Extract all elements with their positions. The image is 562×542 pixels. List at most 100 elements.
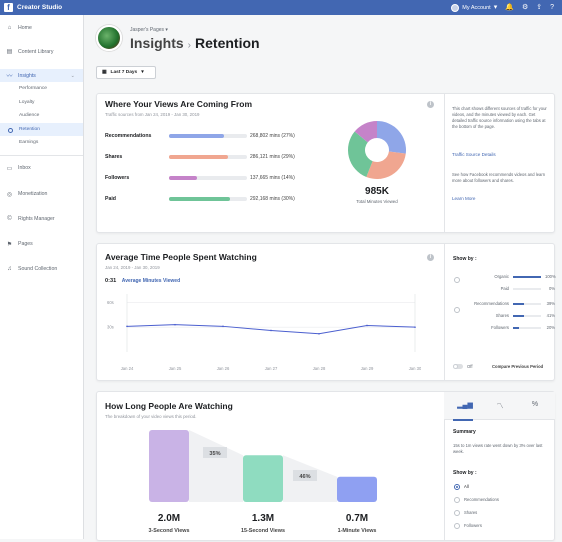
source-bar-fill (169, 155, 228, 159)
sidebar-item-sound-collection[interactable]: ♫ Sound Collection (0, 263, 83, 276)
series-line (126, 324, 416, 335)
card-subtitle: Jan 24, 2019 - Jan 30, 2019 (105, 265, 160, 270)
sidebar-item-label: Content Library (18, 48, 54, 55)
breadcrumb-insights[interactable]: Insights (130, 35, 184, 51)
info-icon[interactable]: i (427, 101, 434, 108)
filter-bar (513, 314, 541, 317)
settings-icon[interactable]: ⚙ (521, 4, 529, 11)
percent-icon[interactable]: % (531, 401, 539, 408)
data-point[interactable] (174, 323, 176, 326)
source-value: 268,802 mins (27%) (250, 133, 295, 139)
data-point[interactable] (126, 325, 128, 328)
sidebar-item-inbox[interactable]: ▭ Inbox (0, 162, 83, 175)
filter-bar-fill (513, 314, 525, 317)
flag-icon: ⚑ (6, 241, 13, 248)
export-icon[interactable]: ⇪ (536, 4, 543, 11)
radio-organic-paid[interactable] (454, 277, 460, 283)
sidebar-sub-earnings[interactable]: Earnings (19, 140, 39, 145)
radio-all[interactable] (454, 484, 460, 490)
funnel-value: 2.0M (158, 513, 180, 524)
sidebar-item-label: Home (18, 24, 32, 31)
notifications-icon[interactable]: 🔔 (505, 4, 514, 11)
compare-toggle[interactable] (453, 364, 463, 369)
card-subtitle: The breakdown of your video views this p… (105, 414, 197, 419)
funnel-connector (189, 430, 243, 502)
sidebar-sub-retention[interactable]: Retention (0, 122, 83, 136)
filter-bar (513, 302, 541, 305)
avg-watch-line-chart: 60s 30s Jan 24 Jan 25 Jan 26 Jan 27 Jan 28 Jan … (107, 294, 421, 371)
account-label: My Account (462, 4, 491, 11)
filter-value: 39% (546, 301, 555, 306)
data-point[interactable] (222, 325, 224, 328)
funnel-bar[interactable] (149, 430, 189, 502)
radio-followers[interactable] (454, 523, 460, 529)
account-menu[interactable]: My Account ▾ (451, 3, 498, 12)
filter-bar-fill (513, 326, 519, 329)
data-point[interactable] (318, 332, 320, 335)
x-tick-label: Jan 30 (409, 366, 421, 371)
source-row[interactable]: Followers 137,665 mins (14%) (105, 174, 325, 182)
y-tick-label: 60s (107, 300, 114, 305)
source-bar-fill (169, 134, 224, 138)
donut-slice-shares[interactable] (366, 151, 406, 179)
traffic-donut-chart (348, 121, 406, 179)
filter-label: Followers (491, 325, 509, 330)
trend-line-icon[interactable]: 〽 (496, 403, 504, 410)
average-watch-time-card: Average Time People Spent Watching Jan 2… (96, 243, 556, 381)
rights-icon: © (7, 216, 12, 222)
source-label: Recommendations (105, 133, 152, 139)
source-value: 137,665 mins (14%) (250, 175, 295, 181)
chevron-down-icon: ▾ (493, 4, 498, 11)
source-label: Followers (105, 175, 130, 181)
filter-bar-fill (513, 302, 524, 305)
filter-value: 100% (545, 274, 556, 279)
funnel-bar[interactable] (337, 476, 377, 502)
info-icon[interactable]: i (427, 254, 434, 261)
current-metric: 0:31 Average Minutes Viewed (105, 278, 180, 284)
page-avatar (96, 25, 122, 51)
data-point[interactable] (270, 329, 272, 332)
learn-more-link[interactable]: Learn More (452, 196, 476, 201)
sidebar-sub-audience[interactable]: Audience (19, 113, 40, 118)
sidebar-item-home[interactable]: ⌂ Home (0, 21, 83, 34)
sidebar-sub-performance[interactable]: Performance (19, 86, 47, 91)
current-value: 0:31 (105, 278, 117, 284)
filter-value: 0% (548, 286, 555, 291)
source-row[interactable]: Paid 292,168 mins (30%) (105, 195, 325, 203)
card-subtitle: Traffic sources from Jan 24, 2019 - Jan … (105, 112, 200, 117)
page-selector[interactable]: Jasper's Pages ▾ (130, 27, 168, 33)
facebook-logo-icon[interactable]: f (4, 3, 13, 12)
donut-slice-recommendations[interactable] (377, 121, 406, 154)
donut-slice-followers[interactable] (354, 121, 377, 143)
traffic-source-details-link[interactable]: Traffic Source Details (452, 152, 496, 157)
source-row[interactable]: Recommendations 268,802 mins (27%) (105, 132, 325, 140)
sidebar-item-monetization[interactable]: ◎ Monetization (0, 188, 83, 201)
funnel-bar[interactable] (243, 455, 283, 502)
help-icon[interactable]: ? (550, 4, 554, 11)
data-point[interactable] (366, 324, 368, 327)
page-name: Jasper's Pages (130, 27, 165, 33)
source-bar (169, 155, 247, 159)
bar-chart-icon[interactable]: ▂▄▆ (457, 402, 473, 409)
source-row[interactable]: Shares 286,121 mins (29%) (105, 153, 325, 161)
sidebar-item-rights-manager[interactable]: © Rights Manager (0, 213, 83, 226)
radio-traffic-sources[interactable] (454, 307, 460, 313)
library-icon: ▤ (6, 49, 13, 55)
sidebar-item-content-library[interactable]: ▤ Content Library (0, 45, 83, 58)
summary-title: Summary (453, 429, 476, 435)
filter-bar (513, 326, 541, 329)
x-tick-label: Jan 27 (265, 366, 278, 371)
chevron-down-icon: ▾ (141, 70, 144, 75)
donut-slice-paid[interactable] (348, 131, 373, 177)
filter-row-organic: Organic 100% (457, 273, 555, 280)
source-value: 292,168 mins (30%) (250, 196, 295, 202)
radio-shares[interactable] (454, 510, 460, 516)
data-point[interactable] (414, 326, 416, 328)
sidebar-item-pages[interactable]: ⚑ Pages (0, 238, 83, 251)
sidebar-item-insights[interactable]: 〰 Insights ⌄ (0, 69, 83, 82)
dropoff-value: 35% (209, 451, 220, 457)
radio-recommendations[interactable] (454, 497, 460, 503)
date-range-dropdown[interactable]: ▦ Last 7 Days ▾ (96, 66, 156, 79)
filter-label: Recommendations (474, 301, 509, 306)
sidebar-sub-loyalty[interactable]: Loyalty (19, 99, 35, 105)
